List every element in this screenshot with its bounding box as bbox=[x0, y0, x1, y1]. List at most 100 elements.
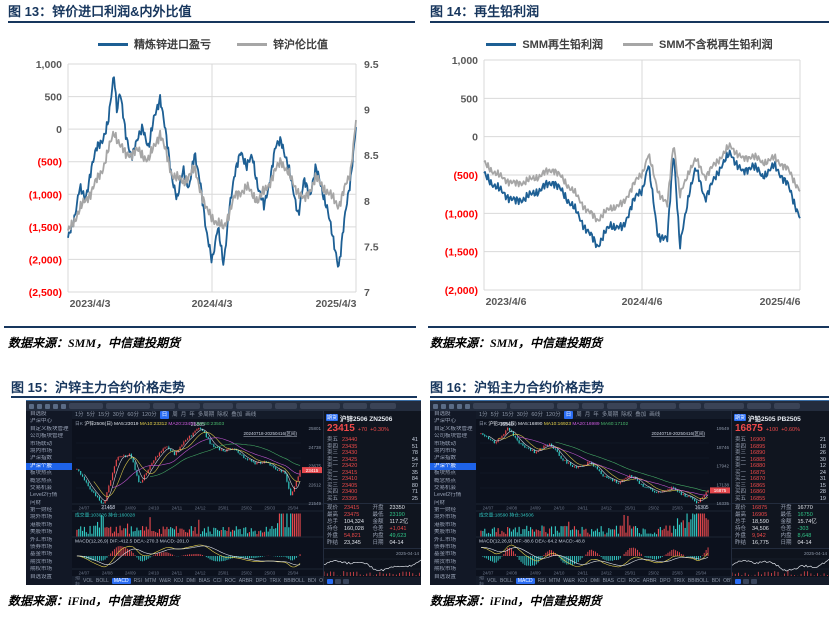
period-tab[interactable]: 30分 bbox=[112, 412, 125, 418]
indicator-tab[interactable]: ROC bbox=[628, 577, 640, 584]
terminal-sidebar-item[interactable]: 基金市场 bbox=[434, 551, 457, 558]
terminal-sidebar-item[interactable]: 沪深中心 bbox=[434, 418, 457, 425]
terminal-sidebar-item[interactable]: 市场联动 bbox=[434, 440, 457, 447]
terminal-sidebar-item[interactable]: 基金市场 bbox=[30, 551, 53, 558]
terminal-sidebar-item[interactable]: 公司板块管理 bbox=[30, 433, 64, 440]
toolbar-button[interactable] bbox=[343, 403, 367, 409]
period-tab[interactable]: 月 bbox=[584, 412, 591, 418]
indicator-tab[interactable]: OBV bbox=[319, 577, 323, 584]
toolbar-window-icon[interactable] bbox=[433, 403, 438, 409]
period-tab[interactable]: 60分 bbox=[127, 412, 139, 418]
toolbar-button[interactable] bbox=[640, 403, 676, 409]
period-tab[interactable]: 画线 bbox=[649, 412, 661, 418]
terminal-sidebar-item[interactable]: 境内市场 bbox=[434, 447, 457, 454]
toolbar-button[interactable] bbox=[704, 403, 744, 409]
toolbar-button[interactable] bbox=[557, 403, 579, 409]
terminal-sidebar-item[interactable]: 板块热点 bbox=[30, 470, 53, 477]
indicator-tab[interactable]: DMI bbox=[186, 577, 196, 584]
indicator-tab[interactable]: DPO bbox=[255, 577, 267, 584]
terminal-sidebar-item[interactable]: 第一财经 bbox=[30, 507, 53, 514]
panel-icon-button[interactable] bbox=[751, 578, 757, 584]
indicator-tab[interactable]: MTM bbox=[144, 577, 157, 584]
terminal-sidebar-item[interactable]: Level2行情 bbox=[30, 492, 58, 499]
toolbar-window-icon[interactable] bbox=[449, 403, 454, 409]
terminal-sidebar-item[interactable]: 港股市场 bbox=[30, 521, 53, 528]
indicator-tab[interactable]: DMI bbox=[590, 577, 600, 584]
toolbar-window-icon[interactable] bbox=[45, 403, 50, 409]
indicator-tab[interactable]: BBIBOLL bbox=[283, 577, 305, 584]
terminal-sidebar-item[interactable]: 境外市场 bbox=[30, 514, 53, 521]
period-tab[interactable]: 1分 bbox=[75, 412, 84, 418]
toolbar-button[interactable] bbox=[69, 403, 103, 409]
period-tab[interactable]: 15分 bbox=[98, 412, 110, 418]
indicator-tab[interactable]: TRIX bbox=[673, 577, 685, 584]
toolbar-button[interactable] bbox=[679, 403, 701, 409]
indicator-tab[interactable]: OBV bbox=[723, 577, 731, 584]
terminal-sidebar-item[interactable]: 期权市场 bbox=[30, 566, 53, 573]
terminal-sidebar-item[interactable]: 港股市场 bbox=[434, 521, 457, 528]
terminal-sidebar-item[interactable]: 交易机会 bbox=[30, 484, 53, 491]
period-tab[interactable]: 多周期 bbox=[601, 412, 619, 418]
period-tab[interactable]: 1分 bbox=[479, 412, 488, 418]
indicator-tab[interactable]: ARBR bbox=[642, 577, 657, 584]
toolbar-window-icon[interactable] bbox=[457, 403, 462, 409]
period-tab[interactable]: 日 bbox=[159, 411, 170, 419]
period-tab[interactable]: 月 bbox=[180, 412, 187, 418]
toolbar-button[interactable] bbox=[370, 403, 396, 409]
terminal-sidebar-item[interactable]: 沪深中心 bbox=[30, 418, 53, 425]
indicator-tab[interactable]: BOLL bbox=[500, 577, 513, 584]
panel-icon-button[interactable] bbox=[343, 578, 349, 584]
period-tab[interactable]: 5分 bbox=[86, 412, 96, 418]
terminal-sidebar-item[interactable]: 美股市场 bbox=[434, 529, 457, 536]
indicator-tab[interactable]: VOL bbox=[83, 577, 94, 584]
terminal-sidebar-item[interactable]: 外汇市场 bbox=[434, 536, 457, 543]
terminal-sidebar-item[interactable]: 自选股 bbox=[30, 411, 47, 417]
terminal-sidebar-item[interactable]: 概念热点 bbox=[434, 477, 457, 484]
terminal-sidebar-item[interactable]: 自定义板块管理 bbox=[30, 425, 69, 432]
indicator-tab[interactable]: MTM bbox=[548, 577, 561, 584]
terminal-sidebar-item[interactable]: 境外市场 bbox=[434, 514, 457, 521]
terminal-sidebar-item[interactable]: 债券市场 bbox=[30, 544, 53, 551]
period-tab[interactable]: 60分 bbox=[531, 412, 543, 418]
terminal-sidebar-item[interactable]: 交易机会 bbox=[434, 484, 457, 491]
terminal-sidebar-item[interactable]: 美股市场 bbox=[30, 529, 53, 536]
terminal-sidebar-item[interactable]: 期货市场 bbox=[30, 558, 53, 565]
terminal-sidebar-item[interactable]: 沪深指数 bbox=[30, 455, 53, 462]
indicator-tab[interactable]: TRIX bbox=[269, 577, 281, 584]
terminal-sidebar-item[interactable]: 自定义板块管理 bbox=[434, 425, 473, 432]
period-tab[interactable]: 周 bbox=[576, 412, 582, 418]
toolbar-window-icon[interactable] bbox=[53, 403, 58, 409]
toolbar-button[interactable] bbox=[300, 403, 340, 409]
toolbar-button[interactable] bbox=[582, 403, 604, 409]
period-tab[interactable]: 周 bbox=[172, 412, 178, 418]
toolbar-button[interactable] bbox=[473, 403, 507, 409]
indicator-tab[interactable]: BIAS bbox=[602, 577, 614, 584]
panel-icon-button[interactable] bbox=[743, 578, 749, 584]
period-tab[interactable]: 120分 bbox=[142, 412, 157, 418]
toolbar-button[interactable] bbox=[774, 403, 800, 409]
period-tab[interactable]: 5分 bbox=[490, 412, 500, 418]
panel-icon-button[interactable] bbox=[335, 578, 341, 584]
panel-icon-button[interactable] bbox=[735, 578, 741, 584]
period-tab[interactable]: 15分 bbox=[502, 412, 514, 418]
indicator-tab[interactable]: MACD bbox=[515, 577, 535, 584]
indicator-tab[interactable]: MACD bbox=[111, 577, 131, 584]
indicator-tab[interactable]: BIAS bbox=[198, 577, 210, 584]
terminal-sidebar-item[interactable]: 自选设置 bbox=[30, 573, 53, 580]
period-tab[interactable]: 多周期 bbox=[197, 412, 215, 418]
terminal-sidebar-item[interactable]: 自选设置 bbox=[434, 573, 457, 580]
indicator-tab[interactable]: RSI bbox=[537, 577, 546, 584]
toolbar-button[interactable] bbox=[236, 403, 272, 409]
terminal-sidebar-item[interactable]: 债券市场 bbox=[434, 544, 457, 551]
terminal-sidebar-item[interactable]: 沪深指数 bbox=[434, 455, 457, 462]
terminal-sidebar-item[interactable]: 概念热点 bbox=[30, 477, 53, 484]
terminal-sidebar-item[interactable]: 问财 bbox=[30, 499, 42, 506]
indicator-tab[interactable]: CCI bbox=[213, 577, 222, 584]
indicator-tab[interactable]: BDI bbox=[307, 577, 317, 584]
period-tab[interactable]: 除权 bbox=[217, 412, 229, 418]
period-tab[interactable]: 120分 bbox=[546, 412, 561, 418]
toolbar-button[interactable] bbox=[106, 403, 150, 409]
terminal-sidebar-item[interactable]: 沪深个股 bbox=[26, 462, 72, 471]
period-tab[interactable]: 除权 bbox=[621, 412, 633, 418]
indicator-tab[interactable]: BOLL bbox=[96, 577, 109, 584]
